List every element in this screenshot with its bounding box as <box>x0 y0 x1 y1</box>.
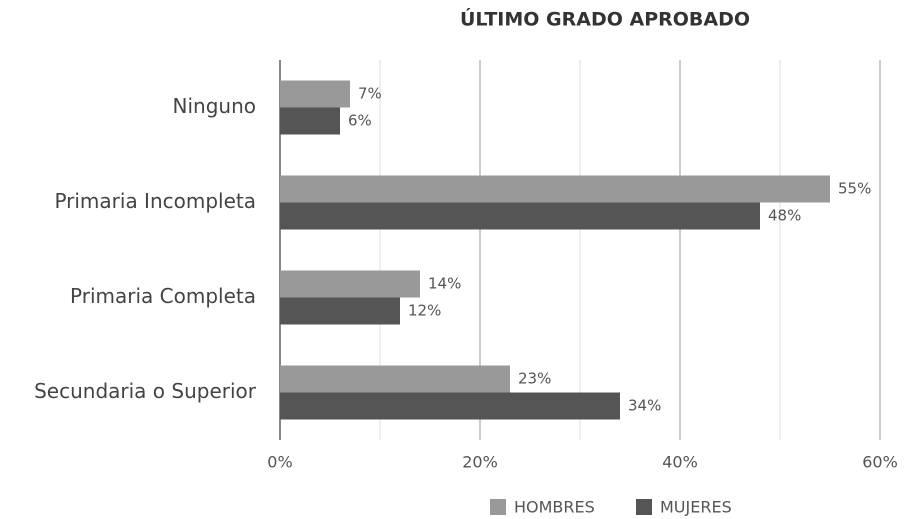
bar <box>280 365 510 393</box>
chart-title: ÚLTIMO GRADO APROBADO <box>460 7 750 31</box>
y-tick-label: Secundaria o Superior <box>34 379 257 403</box>
bar <box>280 80 350 108</box>
value-label: 34% <box>628 397 661 415</box>
value-label: 14% <box>428 275 461 293</box>
value-label: 6% <box>348 112 372 130</box>
legend-label: MUJERES <box>660 498 732 517</box>
y-tick-label: Primaria Completa <box>70 284 256 308</box>
value-label: 7% <box>358 85 382 103</box>
bar <box>280 107 340 135</box>
value-label: 12% <box>408 302 441 320</box>
x-tick-label: 40% <box>662 453 698 472</box>
bar <box>280 202 760 230</box>
legend-swatch <box>636 499 652 515</box>
x-tick-label: 60% <box>862 453 898 472</box>
x-tick-label: 20% <box>462 453 498 472</box>
legend-label: HOMBRES <box>514 498 595 517</box>
value-label: 55% <box>838 180 871 198</box>
value-label: 23% <box>518 370 551 388</box>
bar <box>280 175 830 203</box>
legend-swatch <box>490 499 506 515</box>
y-tick-label: Primaria Incompleta <box>54 189 256 213</box>
y-tick-label: Ninguno <box>173 94 256 118</box>
x-tick-label: 0% <box>267 453 292 472</box>
bar <box>280 270 420 298</box>
bar <box>280 392 620 420</box>
bar <box>280 297 400 325</box>
value-label: 48% <box>768 207 801 225</box>
